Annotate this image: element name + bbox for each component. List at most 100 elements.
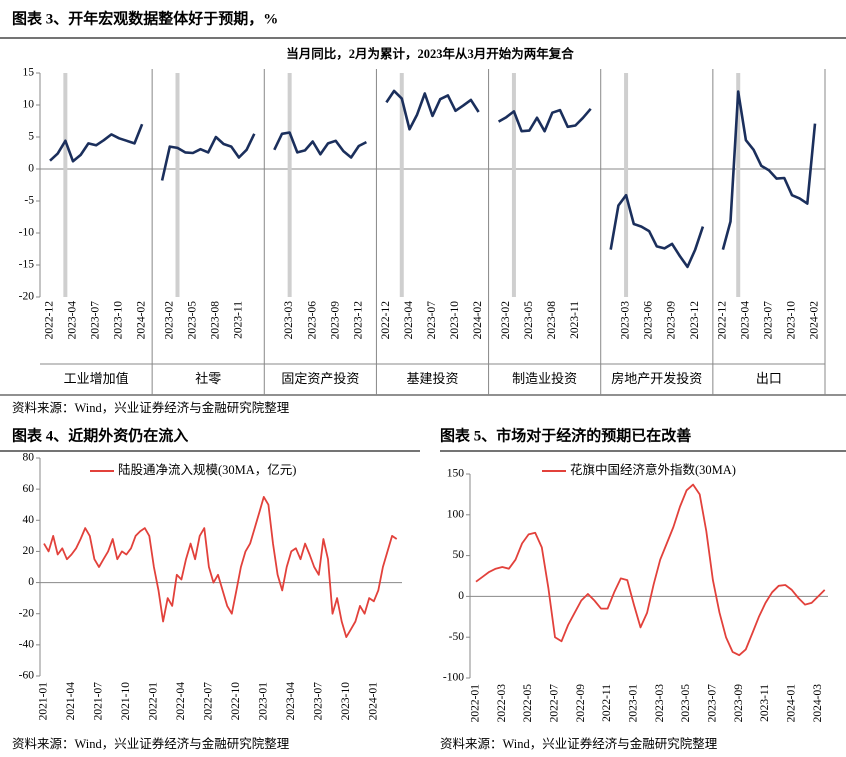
x-tick-label: 2022-10 [230, 682, 242, 721]
x-tick-label: 2022-03 [496, 684, 508, 723]
panel-label: 出口 [756, 371, 782, 386]
panel-label: 制造业投资 [512, 371, 577, 386]
x-tick-label: 2023-07 [763, 301, 775, 340]
x-tick-label: 2023-11 [233, 301, 245, 339]
legend-label: 花旗中国经济意外指数(30MA) [570, 462, 736, 477]
x-tick-label: 2023-05 [187, 301, 199, 340]
y-tick-label: 150 [447, 468, 465, 480]
y-tick-label: 0 [458, 590, 464, 602]
panel-label: 固定资产投资 [281, 371, 359, 386]
panel-label: 基建投资 [406, 371, 458, 386]
panel-label: 工业增加值 [64, 371, 129, 386]
x-tick-label: 2023-03 [654, 684, 666, 723]
x-tick-label: 2023-04 [285, 682, 297, 721]
x-tick-label: 2024-02 [809, 301, 821, 340]
x-tick-label: 2023-03 [283, 301, 295, 340]
x-tick-label: 2023-10 [113, 301, 125, 340]
x-tick-label: 2023-06 [306, 301, 318, 340]
x-tick-label: 2023-07 [707, 684, 719, 723]
x-tick-label: 2023-11 [759, 684, 771, 722]
x-tick-label: 2023-10 [340, 682, 352, 721]
x-tick-label: 2023-10 [449, 301, 461, 340]
y-tick-label: 15 [23, 67, 35, 79]
x-tick-label: 2024-01 [367, 682, 379, 721]
y-tick-label: -60 [19, 670, 35, 682]
panel-label: 房地产开发投资 [611, 371, 702, 386]
x-tick-label: 2022-12 [44, 301, 56, 340]
x-tick-label: 2023-07 [90, 301, 102, 340]
x-tick-label: 2023-09 [666, 301, 678, 340]
x-tick-label: 2022-01 [148, 682, 160, 721]
y-tick-label: -50 [449, 631, 465, 643]
y-tick-label: 5 [28, 131, 34, 143]
source-note: 资料来源：Wind，兴业证券经济与金融研究院整理 [440, 736, 718, 751]
x-tick-label: 2023-06 [643, 301, 655, 340]
panel-label: 社零 [195, 371, 221, 386]
legend-label: 陆股通净流入规模(30MA，亿元) [118, 462, 296, 477]
x-tick-label: 2024-01 [785, 684, 797, 723]
line [475, 483, 826, 657]
line [721, 90, 817, 250]
line [497, 107, 592, 133]
chart-title: 图表 5、市场对于经济的预期已在改善 [440, 426, 691, 444]
x-tick-label: 2022-04 [175, 682, 187, 721]
x-tick-label: 2022-11 [601, 684, 613, 722]
y-tick-label: 60 [23, 483, 35, 495]
x-tick-label: 2023-12 [352, 301, 364, 340]
x-tick-label: 2022-12 [717, 301, 729, 340]
line [273, 131, 367, 159]
x-tick-label: 2023-02 [500, 301, 512, 340]
x-tick-label: 2024-03 [812, 684, 824, 723]
x-tick-label: 2023-04 [740, 301, 752, 340]
x-tick-label: 2021-07 [93, 682, 105, 721]
y-tick-label: 0 [28, 576, 34, 588]
x-tick-label: 2023-08 [546, 301, 558, 340]
y-tick-label: -20 [19, 291, 35, 303]
y-tick-label: -15 [19, 259, 35, 271]
x-tick-label: 2022-07 [203, 682, 215, 721]
x-tick-label: 2021-04 [65, 682, 77, 721]
y-tick-label: 100 [447, 508, 465, 520]
chart-title: 图表 3、开年宏观数据整体好于预期，% [12, 9, 278, 27]
x-tick-label: 2022-01 [470, 684, 482, 723]
x-tick-label: 2021-10 [120, 682, 132, 721]
x-tick-label: 2022-12 [380, 301, 392, 340]
x-tick-label: 2021-01 [38, 682, 50, 721]
line [49, 123, 144, 163]
y-tick-label: -20 [19, 607, 35, 619]
x-tick-label: 2023-08 [210, 301, 222, 340]
y-tick-label: 10 [23, 99, 35, 111]
source-note: 资料来源：Wind，兴业证券经济与金融研究院整理 [12, 736, 290, 751]
x-tick-label: 2023-02 [163, 301, 175, 340]
x-tick-label: 2023-04 [403, 301, 415, 340]
x-tick-label: 2024-02 [136, 301, 148, 340]
y-tick-label: -10 [19, 227, 35, 239]
x-tick-label: 2023-05 [523, 301, 535, 340]
x-tick-label: 2023-10 [786, 301, 798, 340]
x-tick-label: 2023-07 [312, 682, 324, 721]
x-tick-label: 2023-09 [733, 684, 745, 723]
x-tick-label: 2023-01 [257, 682, 269, 721]
y-tick-label: 40 [23, 514, 35, 526]
x-tick-label: 2023-04 [67, 301, 79, 340]
y-tick-label: 80 [23, 452, 35, 464]
line [609, 193, 705, 269]
x-tick-label: 2023-09 [329, 301, 341, 340]
source-note: 资料来源：Wind，兴业证券经济与金融研究院整理 [12, 400, 290, 415]
x-tick-label: 2022-05 [522, 684, 534, 723]
chart-subtitle: 当月同比，2月为累计，2023年从3月开始为两年复合 [286, 46, 574, 61]
x-tick-label: 2023-05 [680, 684, 692, 723]
x-tick-label: 2023-01 [628, 684, 640, 723]
x-tick-label: 2024-02 [472, 301, 484, 340]
y-tick-label: -100 [443, 672, 464, 684]
y-tick-label: 0 [28, 163, 34, 175]
chart-title: 图表 4、近期外资仍在流入 [12, 426, 188, 444]
line [160, 133, 256, 181]
x-tick-label: 2023-03 [620, 301, 632, 340]
x-tick-label: 2023-12 [689, 301, 701, 340]
x-tick-label: 2022-07 [549, 684, 561, 723]
line [385, 89, 480, 131]
x-tick-label: 2023-11 [569, 301, 581, 339]
x-tick-label: 2022-09 [575, 684, 587, 723]
